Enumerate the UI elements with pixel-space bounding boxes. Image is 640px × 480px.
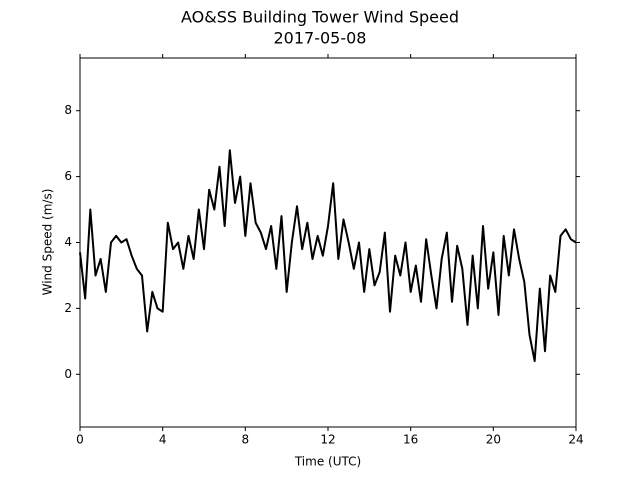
x-tick-label: 0 bbox=[76, 433, 84, 447]
x-tick-label: 12 bbox=[320, 433, 335, 447]
x-tick-label: 24 bbox=[568, 433, 583, 447]
chart-title: AO&SS Building Tower Wind Speed bbox=[181, 8, 459, 27]
data-line bbox=[79, 149, 577, 363]
y-axis-label: Wind Speed (m/s) bbox=[41, 189, 55, 296]
x-tick-label: 4 bbox=[159, 433, 167, 447]
plot-frame bbox=[79, 57, 577, 428]
y-tick-label: 0 bbox=[64, 367, 72, 381]
y-tick-label: 8 bbox=[64, 103, 72, 117]
x-tick-label: 20 bbox=[486, 433, 501, 447]
x-tick-label: 16 bbox=[403, 433, 418, 447]
chart-subtitle: 2017-05-08 bbox=[274, 29, 367, 48]
x-axis-label: Time (UTC) bbox=[294, 455, 361, 469]
y-tick-label: 4 bbox=[64, 235, 72, 249]
y-tick-label: 6 bbox=[64, 169, 72, 183]
x-tick-label: 8 bbox=[242, 433, 250, 447]
y-tick-label: 2 bbox=[64, 301, 72, 315]
